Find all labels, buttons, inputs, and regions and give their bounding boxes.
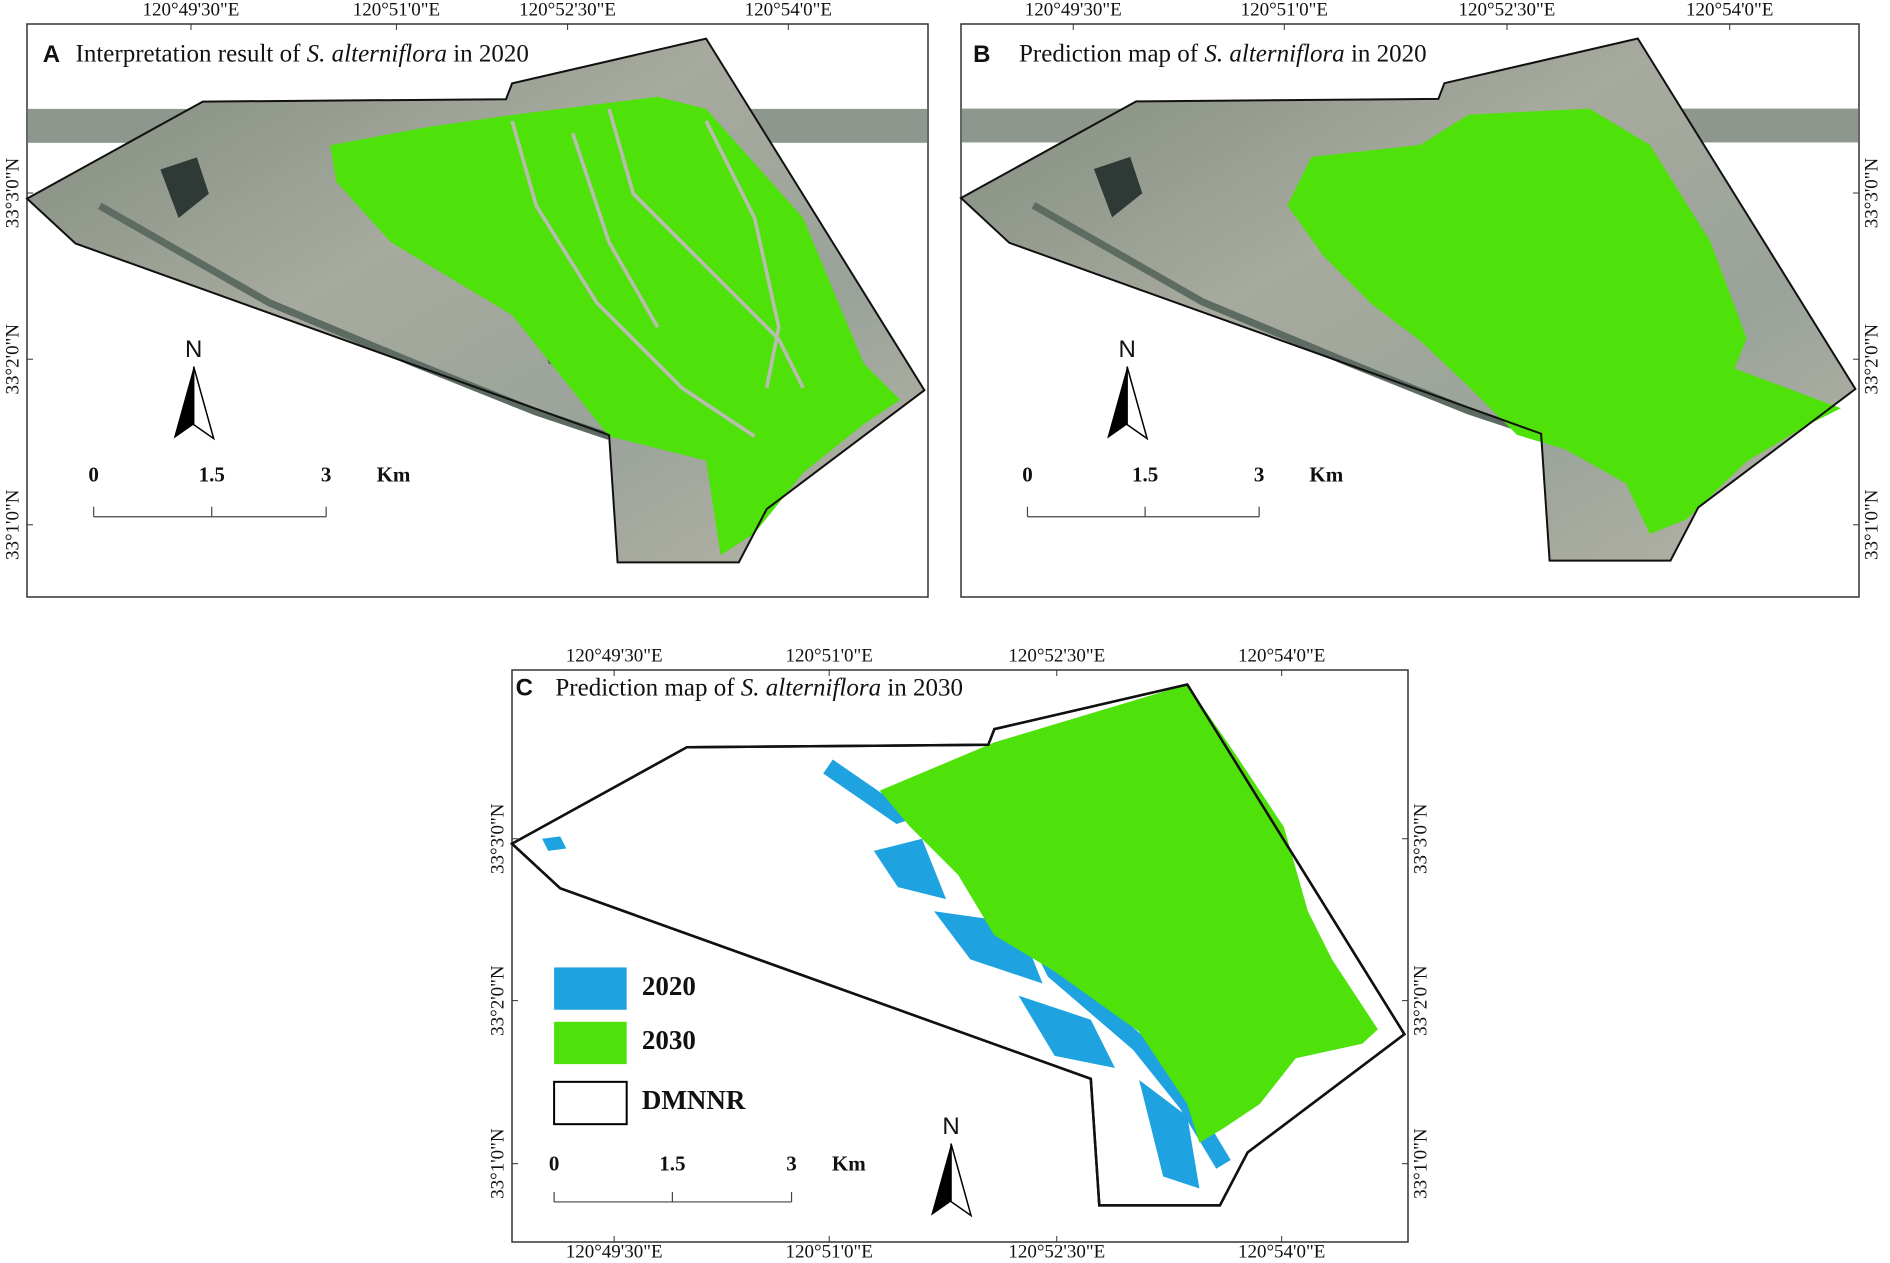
scale-label: 1.5	[199, 462, 225, 486]
latitude-label: 33°1'0"N	[487, 1128, 508, 1199]
tidal-channel	[704, 120, 781, 389]
panel-label: B	[973, 41, 990, 68]
latitude-label: 33°3'0"N	[2, 158, 23, 229]
imagery-feature	[1093, 156, 1143, 218]
scale-unit: Km	[832, 1152, 866, 1176]
scale-label: 1.5	[1132, 462, 1158, 486]
title-suffix: in 2030	[881, 674, 963, 701]
longitude-label: 120°49'30"E	[143, 0, 240, 20]
latitude-label: 33°3'0"N	[1861, 158, 1882, 229]
longitude-label: 120°51'0"E	[1241, 0, 1328, 20]
longitude-label: 120°54'0"E	[1238, 645, 1325, 666]
longitude-label: 120°49'30"E	[1025, 0, 1122, 20]
latitude-label: 33°3'0"N	[1410, 803, 1431, 874]
longitude-label: 120°52'30"E	[1008, 1241, 1105, 1262]
panel-title: Prediction map of S. alterniflora in 202…	[1019, 40, 1427, 67]
scale-unit: Km	[377, 462, 411, 486]
latitude-label: 33°3'0"N	[487, 803, 508, 874]
scale-label: 0	[1022, 462, 1033, 486]
area-2020	[1018, 995, 1115, 1068]
reserve-boundary	[959, 37, 1857, 562]
longitude-label: 120°51'0"E	[785, 1241, 872, 1262]
legend-label: 2030	[642, 1025, 696, 1055]
scale-label: 1.5	[659, 1152, 685, 1176]
longitude-label: 120°49'30"E	[566, 1241, 663, 1262]
latitude-label: 33°1'0"N	[2, 489, 23, 560]
panel-title: Interpretation result of S. alterniflora…	[76, 40, 529, 67]
area-2020	[542, 836, 567, 851]
area-2030	[879, 684, 1378, 1143]
vegetation-area	[330, 96, 901, 556]
area-2020	[1139, 1080, 1200, 1189]
longitude-label: 120°52'30"E	[1008, 645, 1105, 666]
latitude-label: 33°1'0"N	[1861, 489, 1882, 560]
title-species: S. alterniflora	[741, 674, 881, 701]
scale-label: 0	[549, 1152, 560, 1176]
longitude-label: 120°52'30"E	[1459, 0, 1556, 20]
imagery-feature	[160, 157, 209, 218]
longitude-label: 120°51'0"E	[785, 645, 872, 666]
title-suffix: in 2020	[447, 40, 529, 67]
north-arrow	[950, 1143, 973, 1218]
tidal-channel	[607, 108, 805, 389]
scale-label: 3	[786, 1152, 797, 1176]
longitude-label: 120°54'0"E	[1686, 0, 1773, 20]
imagery-feature	[97, 202, 611, 440]
north-label: N	[1118, 336, 1135, 363]
title-prefix: Interpretation result of	[76, 40, 307, 67]
north-arrow	[1126, 366, 1149, 441]
latitude-label: 33°2'0"N	[1861, 324, 1882, 395]
reserve-boundary	[25, 37, 926, 564]
north-arrow	[931, 1143, 952, 1216]
imagery-feature	[1031, 202, 1543, 439]
reserve-boundary	[509, 683, 1407, 1207]
panel-label: C	[516, 675, 533, 702]
longitude-label: 120°54'0"E	[1238, 1241, 1325, 1262]
north-label: N	[942, 1113, 959, 1140]
panel-label: A	[43, 41, 60, 68]
longitude-label: 120°51'0"E	[353, 0, 440, 20]
north-arrow	[192, 366, 215, 441]
scale-label: 3	[321, 462, 332, 486]
legend-label: 2020	[642, 971, 696, 1001]
map-panel: Prediction map of S. alterniflora in 202…	[959, 0, 1882, 598]
longitude-label: 120°49'30"E	[566, 645, 663, 666]
longitude-label: 120°54'0"E	[745, 0, 832, 20]
title-prefix: Prediction map of	[1019, 40, 1204, 67]
vegetation-area	[1287, 108, 1841, 534]
north-label: N	[185, 336, 202, 363]
legend-label: DMNNR	[642, 1085, 746, 1115]
title-species: S. alterniflora	[307, 40, 447, 67]
title-prefix: Prediction map of	[555, 674, 740, 701]
latitude-label: 33°2'0"N	[1410, 965, 1431, 1036]
latitude-label: 33°2'0"N	[487, 965, 508, 1036]
scale-label: 0	[88, 462, 99, 486]
scale-label: 3	[1254, 462, 1265, 486]
north-arrow	[1107, 366, 1128, 439]
latitude-label: 33°2'0"N	[2, 324, 23, 395]
title-species: S. alterniflora	[1204, 40, 1344, 67]
tidal-channel	[570, 132, 660, 329]
map-panel: Prediction map of S. alterniflora in 203…	[487, 645, 1431, 1262]
map-panel: Interpretation result of S. alterniflora…	[2, 0, 929, 598]
legend-swatch	[554, 967, 627, 1010]
panel-title: Prediction map of S. alterniflora in 203…	[555, 674, 963, 701]
longitude-label: 120°52'30"E	[519, 0, 616, 20]
legend-swatch	[553, 1080, 628, 1126]
latitude-label: 33°1'0"N	[1410, 1128, 1431, 1199]
north-arrow	[173, 366, 194, 439]
title-suffix: in 2020	[1345, 40, 1427, 67]
legend-swatch	[554, 1021, 627, 1065]
tidal-channel	[510, 120, 756, 438]
area-2020	[873, 838, 947, 900]
scale-unit: Km	[1309, 462, 1343, 486]
